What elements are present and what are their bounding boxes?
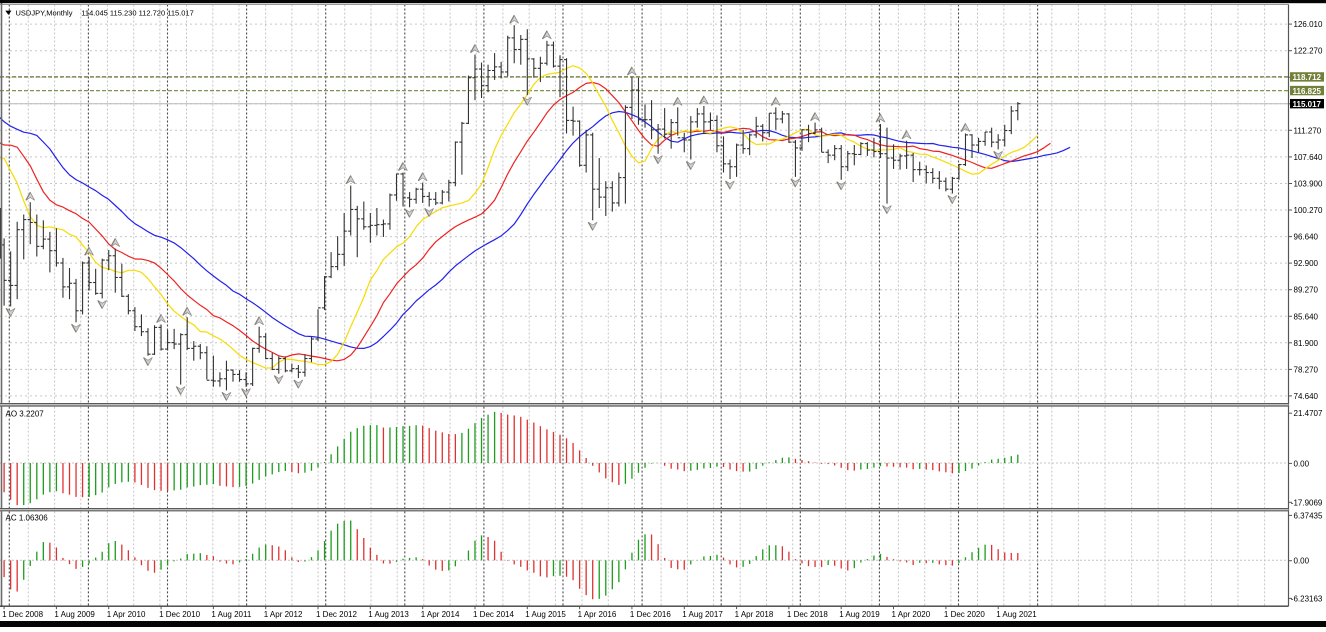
svg-text:1 Aug 2017: 1 Aug 2017 bbox=[682, 610, 723, 619]
svg-text:AO 3.2207: AO 3.2207 bbox=[6, 409, 45, 418]
svg-text:USDJPY,Monthly: USDJPY,Monthly bbox=[16, 8, 73, 17]
svg-text:1 Aug 2013: 1 Aug 2013 bbox=[368, 610, 409, 619]
svg-text:1 Apr 2014: 1 Apr 2014 bbox=[421, 610, 460, 619]
svg-text:1 Apr 2016: 1 Apr 2016 bbox=[578, 610, 617, 619]
svg-text:1 Apr 2012: 1 Apr 2012 bbox=[264, 610, 303, 619]
svg-text:-17.9069: -17.9069 bbox=[1291, 498, 1323, 507]
svg-text:1 Dec 2014: 1 Dec 2014 bbox=[473, 610, 514, 619]
svg-text:1 Apr 2020: 1 Apr 2020 bbox=[892, 610, 931, 619]
svg-text:0.00: 0.00 bbox=[1294, 459, 1310, 468]
svg-text:111.270: 111.270 bbox=[1294, 126, 1322, 135]
svg-text:1 Apr 2010: 1 Apr 2010 bbox=[107, 610, 146, 619]
svg-text:1 Aug 2021: 1 Aug 2021 bbox=[996, 610, 1037, 619]
svg-text:78.270: 78.270 bbox=[1294, 365, 1319, 374]
svg-text:1 Dec 2018: 1 Dec 2018 bbox=[787, 610, 828, 619]
svg-text:116.825: 116.825 bbox=[1293, 87, 1322, 96]
svg-text:118.712: 118.712 bbox=[1293, 73, 1322, 82]
svg-text:1 Aug 2015: 1 Aug 2015 bbox=[525, 610, 566, 619]
svg-text:103.900: 103.900 bbox=[1294, 180, 1323, 189]
svg-text:81.900: 81.900 bbox=[1294, 339, 1319, 348]
svg-text:1 Aug 2011: 1 Aug 2011 bbox=[211, 610, 251, 619]
svg-text:74.640: 74.640 bbox=[1294, 392, 1319, 401]
svg-text:0.00: 0.00 bbox=[1294, 557, 1310, 566]
svg-text:1 Dec 2008: 1 Dec 2008 bbox=[2, 610, 43, 619]
svg-text:96.640: 96.640 bbox=[1294, 233, 1319, 242]
svg-text:1 Apr 2018: 1 Apr 2018 bbox=[735, 610, 774, 619]
svg-text:1 Dec 2020: 1 Dec 2020 bbox=[944, 610, 985, 619]
svg-text:1 Dec 2012: 1 Dec 2012 bbox=[316, 610, 357, 619]
svg-text:1 Dec 2016: 1 Dec 2016 bbox=[630, 610, 671, 619]
svg-text:AC 1.06306: AC 1.06306 bbox=[6, 514, 49, 523]
svg-text:122.270: 122.270 bbox=[1294, 47, 1323, 56]
svg-text:100.270: 100.270 bbox=[1294, 206, 1323, 215]
svg-text:21.4707: 21.4707 bbox=[1294, 409, 1323, 418]
svg-text:1 Aug 2009: 1 Aug 2009 bbox=[54, 610, 95, 619]
svg-text:114.045 115.230 112.720 115.01: 114.045 115.230 112.720 115.017 bbox=[81, 8, 193, 17]
svg-text:89.270: 89.270 bbox=[1294, 286, 1319, 295]
svg-text:1 Aug 2019: 1 Aug 2019 bbox=[839, 610, 880, 619]
svg-text:115.017: 115.017 bbox=[1293, 100, 1322, 109]
svg-text:107.640: 107.640 bbox=[1294, 153, 1323, 162]
svg-text:-6.23163: -6.23163 bbox=[1291, 594, 1323, 603]
svg-text:6.37435: 6.37435 bbox=[1294, 511, 1323, 520]
svg-text:1 Dec 2010: 1 Dec 2010 bbox=[159, 610, 200, 619]
svg-text:85.640: 85.640 bbox=[1294, 312, 1319, 321]
svg-text:126.010: 126.010 bbox=[1294, 20, 1323, 29]
svg-text:92.900: 92.900 bbox=[1294, 259, 1319, 268]
